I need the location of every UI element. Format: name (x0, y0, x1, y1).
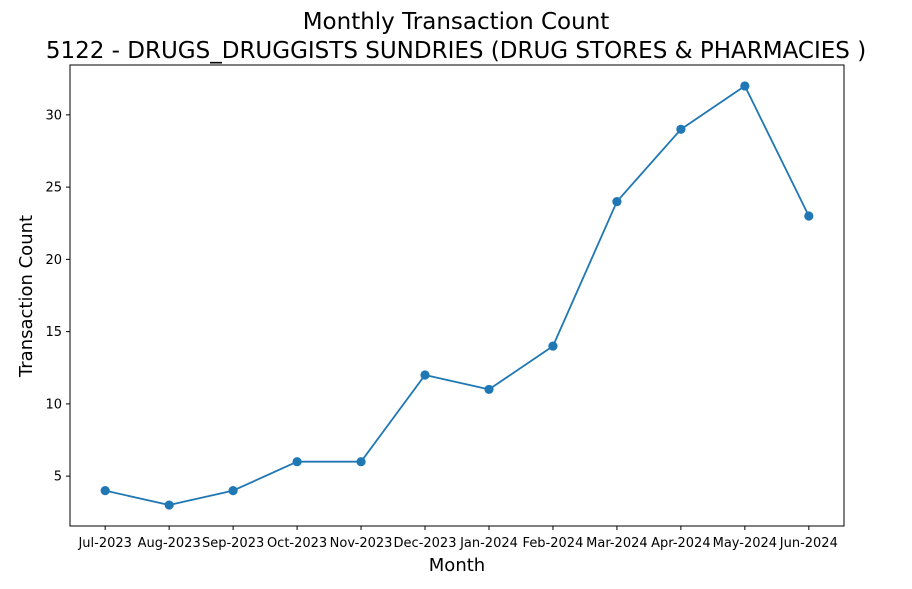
x-tick-label: Dec-2023 (394, 536, 457, 551)
data-point (484, 384, 494, 395)
y-tick-label: 15 (45, 325, 62, 340)
y-tick-label: 30 (45, 108, 62, 123)
y-tick-label: 5 (54, 470, 62, 485)
x-tick-label: Jan-2024 (459, 536, 518, 551)
y-tick-label: 20 (45, 253, 62, 268)
data-point (548, 341, 558, 351)
plot-frame (69, 64, 845, 527)
y-axis-ticks: 5 10 15 20 25 30 (45, 108, 70, 485)
chart-subtitle: 5122 - DRUGS_DRUGGISTS SUNDRIES (DRUG ST… (46, 38, 866, 64)
x-tick-label: Jul-2023 (77, 536, 131, 551)
y-tick-label: 25 (45, 181, 62, 196)
plot-background (70, 65, 844, 526)
data-point (292, 457, 302, 467)
x-tick-label: May-2024 (713, 536, 777, 551)
data-point (804, 211, 814, 221)
series-group (100, 81, 814, 510)
x-tick-label: Sep-2023 (202, 536, 264, 551)
data-point (612, 196, 622, 207)
data-point (100, 485, 110, 496)
data-point (420, 370, 430, 380)
plot-area: 5 10 15 20 25 30 Jul-2023 Aug-2023 Sep-2023 Oct-… (45, 64, 845, 551)
x-tick-label: Jun-2024 (779, 536, 838, 551)
chart-title: Monthly Transaction Count (303, 9, 610, 35)
data-point (356, 457, 366, 467)
data-point (740, 81, 750, 91)
y-axis-label: Transaction Count (16, 215, 37, 378)
x-tick-label: Apr-2024 (651, 536, 710, 551)
x-tick-label: Feb-2024 (523, 536, 584, 551)
x-tick-label: Mar-2024 (586, 536, 647, 551)
x-axis-ticks: Jul-2023 Aug-2023 Sep-2023 Oct-2023 Nov-2023… (77, 526, 838, 551)
x-tick-label: Aug-2023 (138, 536, 201, 551)
series-line (104, 85, 810, 506)
data-point (228, 485, 238, 496)
y-tick-label: 10 (45, 397, 62, 412)
x-tick-label: Nov-2023 (330, 536, 393, 551)
data-point (164, 500, 174, 510)
x-tick-label: Oct-2023 (267, 536, 327, 551)
data-point (676, 124, 686, 134)
x-axis-label: Month (429, 555, 485, 576)
